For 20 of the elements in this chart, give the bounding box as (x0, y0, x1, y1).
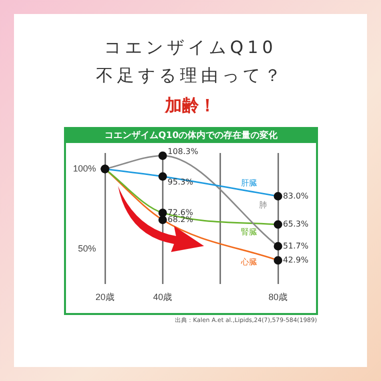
data-label: 108.3% (168, 146, 199, 156)
x-tick-label: 80歳 (268, 292, 288, 302)
y-tick-label: 50% (78, 243, 96, 254)
data-label: 95.3% (168, 178, 194, 187)
data-label: 65.3% (283, 220, 309, 229)
chart-title: コエンザイムQ10 不足する理由って？ (95, 37, 286, 88)
y-tick-label: 100% (72, 163, 96, 174)
series-label: 心臓 (240, 257, 258, 266)
series-label: 腎臓 (241, 228, 258, 237)
data-label: 72.6% (168, 208, 194, 217)
series-label: 肺 (259, 200, 268, 210)
data-label: 83.0% (283, 191, 309, 200)
x-tick-label: 40歳 (153, 292, 172, 302)
chart-subtitle: 加齢！ (164, 95, 217, 117)
data-label: 68.2% (168, 214, 194, 224)
data-label: 42.9% (283, 255, 309, 264)
data-label: 51.7% (283, 241, 309, 250)
x-tick-label: 20歳 (96, 292, 115, 302)
series-label: 肝臓 (241, 178, 258, 188)
text: コエンザイムQ10の体内での存在量の変化 (66, 129, 316, 143)
